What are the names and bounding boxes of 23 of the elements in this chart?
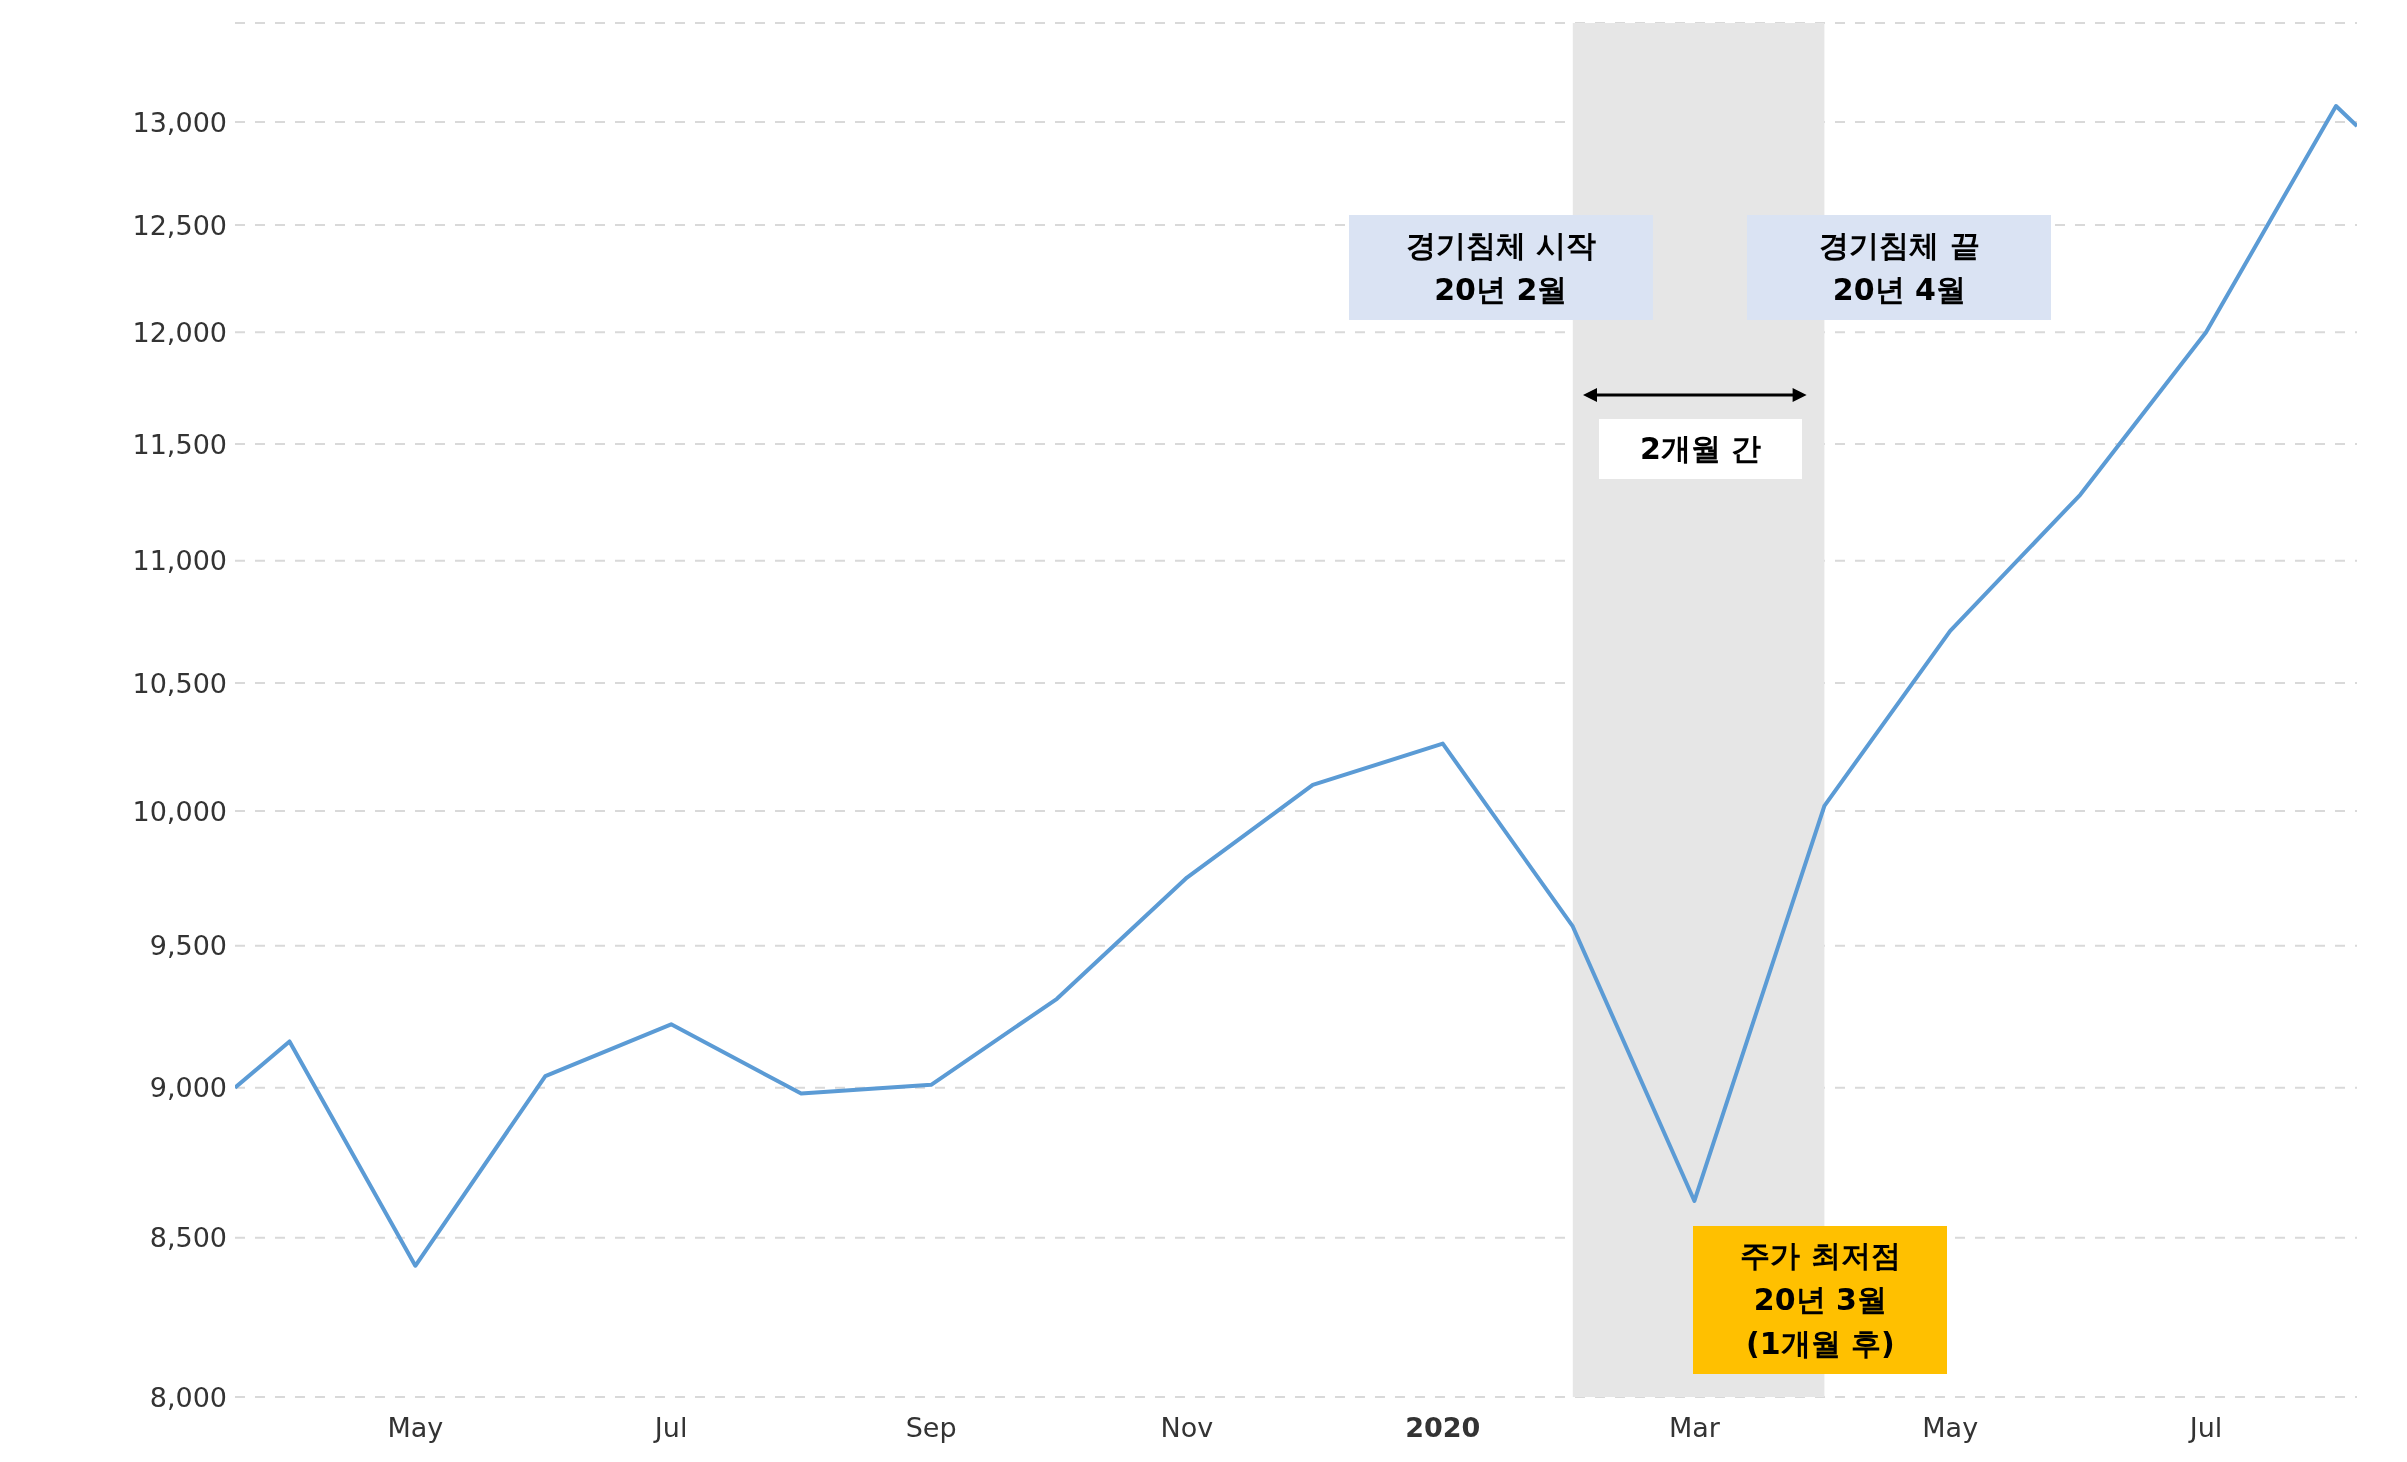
callout-box: 2개월 간 (1598, 419, 1803, 479)
y-tick-label: 8,000 (149, 1381, 227, 1413)
y-tick-label: 12,500 (132, 209, 227, 241)
y-tick-label: 8,500 (149, 1222, 227, 1254)
x-tick-label: May (387, 1412, 444, 1443)
y-tick-label: 13,000 (132, 106, 227, 138)
callout-box: 주가 최저점 20년 3월 (1개월 후) (1693, 1226, 1948, 1374)
x-tick-label: May (1922, 1412, 1979, 1443)
x-tick-label: Nov (1160, 1412, 1214, 1443)
x-tick-label: Mar (1668, 1412, 1721, 1443)
x-tick-label: Jul (2187, 1412, 2223, 1443)
y-tick-label: 9,000 (149, 1072, 227, 1104)
y-tick-label: 12,000 (132, 316, 227, 348)
y-tick-label: 9,500 (149, 930, 227, 962)
y-tick-label: 10,500 (132, 667, 227, 699)
y-tick-label: 10,000 (132, 795, 227, 827)
x-tick-label: Jul (652, 1412, 688, 1443)
y-tick-label: 11,500 (132, 428, 227, 460)
y-tick-label: 11,000 (132, 545, 227, 577)
x-tick-label: 2020 (1405, 1412, 1481, 1443)
callout-box: 경기침체 끝 20년 4월 (1747, 215, 2052, 320)
callout-box: 경기침체 시작 20년 2월 (1348, 215, 1653, 320)
x-tick-label: Sep (905, 1412, 957, 1443)
